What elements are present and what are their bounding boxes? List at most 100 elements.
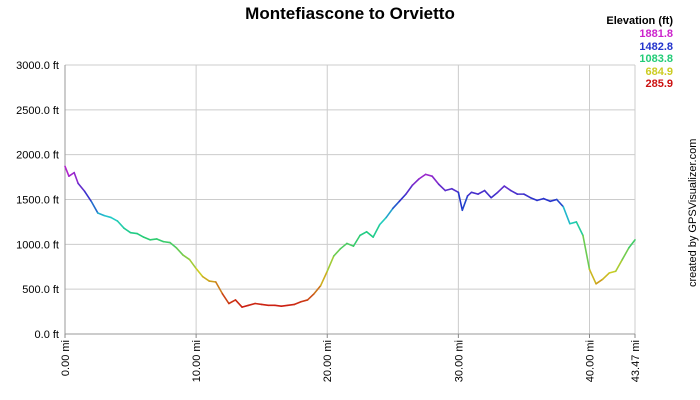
elevation-segment — [352, 234, 361, 247]
elevation-segment — [461, 195, 469, 212]
elevation-segment — [444, 187, 453, 192]
elevation-segment — [77, 182, 86, 193]
elevation-segment — [123, 227, 132, 234]
elevation-segment — [214, 281, 224, 295]
elevation-segment — [195, 267, 204, 278]
x-axis-ticks: 0.00 mi 10.00 mi 20.00 mi 30.00 mi 40.00 mi 4… — [60, 334, 642, 382]
x-tick-label: 40.00 mi — [584, 340, 596, 382]
elevation-segment — [254, 302, 263, 306]
chart-title: Montefiascone to Orvietto — [245, 4, 455, 23]
elevation-segment — [608, 270, 617, 274]
elevation-segment — [300, 299, 309, 303]
elevation-segment — [542, 197, 551, 203]
elevation-segment — [293, 300, 302, 306]
elevation-segment — [221, 292, 230, 305]
elevation-segment — [372, 223, 381, 238]
elevation-segment — [188, 258, 197, 270]
elevation-segment — [562, 205, 571, 225]
legend: Elevation (ft) 1881.8 1482.8 1083.8 684.9 28… — [606, 15, 673, 90]
elevation-segment — [523, 193, 532, 199]
elevation-segment — [287, 303, 296, 307]
elevation-segment — [116, 220, 125, 229]
elevation-segment — [575, 221, 584, 237]
elevation-segment — [142, 236, 152, 241]
elevation-segment — [510, 189, 519, 195]
legend-entry: 1482.8 — [639, 40, 673, 53]
elevation-segment — [326, 255, 335, 273]
elevation-segment — [378, 216, 388, 226]
elevation-segment — [228, 299, 237, 305]
elevation-segment — [424, 173, 433, 177]
elevation-segment — [129, 231, 138, 235]
elevation-segment — [451, 187, 460, 194]
elevation-segment — [555, 198, 565, 208]
x-tick-label: 30.00 mi — [453, 340, 465, 382]
elevation-segment — [136, 232, 145, 238]
elevation-segment — [595, 278, 604, 285]
elevation-segment — [398, 193, 407, 203]
y-tick-label: 2000.0 ft — [16, 150, 59, 162]
y-tick-label: 500.0 ft — [22, 284, 59, 296]
y-tick-label: 2500.0 ft — [16, 105, 59, 117]
elevation-segment — [339, 242, 348, 250]
elevation-segment — [103, 214, 112, 219]
elevation-segment — [333, 248, 342, 257]
elevation-segment — [260, 303, 270, 307]
elevation-segment — [385, 207, 394, 219]
y-tick-label: 1000.0 ft — [16, 239, 59, 251]
elevation-segment — [582, 234, 591, 271]
elevation-segment — [365, 230, 374, 238]
elevation-segment — [392, 200, 401, 210]
y-tick-label: 0.0 ft — [35, 329, 59, 341]
legend-title: Elevation (ft) — [606, 15, 673, 27]
elevation-segment — [182, 254, 191, 261]
elevation-segment — [96, 212, 106, 217]
legend-entries: 1881.8 1482.8 1083.8 684.9 285.9 — [606, 28, 673, 90]
elevation-segment — [90, 200, 99, 214]
elevation-segment — [280, 304, 289, 308]
elevation-segment — [477, 189, 486, 195]
elevation-segment — [313, 284, 322, 295]
elevation-segment — [628, 239, 636, 249]
elevation-segment — [149, 238, 158, 241]
elevation-segment — [234, 299, 243, 308]
legend-entry: 1881.8 — [639, 28, 673, 41]
legend-entry: 285.9 — [645, 78, 673, 91]
elevation-segment — [208, 280, 217, 283]
elevation-segment — [73, 171, 79, 185]
x-tick-label: 0.00 mi — [60, 340, 72, 376]
elevation-segment — [405, 184, 414, 195]
legend-entry: 684.9 — [645, 65, 673, 78]
elevation-segment — [346, 242, 355, 247]
y-tick-label: 1500.0 ft — [16, 195, 59, 207]
elevation-segment — [411, 178, 420, 186]
elevation-segment — [273, 304, 283, 308]
elevation-segment — [162, 240, 171, 244]
elevation-segment — [457, 191, 464, 212]
elevation-series — [64, 165, 636, 308]
elevation-segment — [431, 175, 440, 186]
elevation-segment — [614, 258, 624, 273]
elevation-segment — [470, 191, 479, 195]
elevation-segment — [359, 230, 368, 237]
grid — [64, 64, 636, 335]
elevation-segment — [155, 238, 165, 243]
x-tick-label: 10.00 mi — [191, 340, 203, 382]
elevation-segment — [306, 292, 315, 301]
x-tick-label: 20.00 mi — [322, 340, 334, 382]
elevation-segment — [490, 191, 499, 199]
elevation-segment — [175, 247, 184, 256]
elevation-segment — [241, 304, 250, 308]
elevation-segment — [110, 216, 119, 222]
elevation-segment — [588, 268, 597, 285]
legend-entry: 1083.8 — [639, 53, 673, 66]
elevation-segment — [64, 165, 70, 177]
elevation-segment — [549, 198, 558, 203]
elevation-segment — [621, 247, 630, 261]
elevation-segment — [319, 270, 329, 287]
y-tick-label: 3000.0 ft — [16, 60, 59, 72]
elevation-segment — [569, 221, 578, 225]
elevation-segment — [529, 196, 538, 202]
elevation-segment — [68, 171, 75, 177]
